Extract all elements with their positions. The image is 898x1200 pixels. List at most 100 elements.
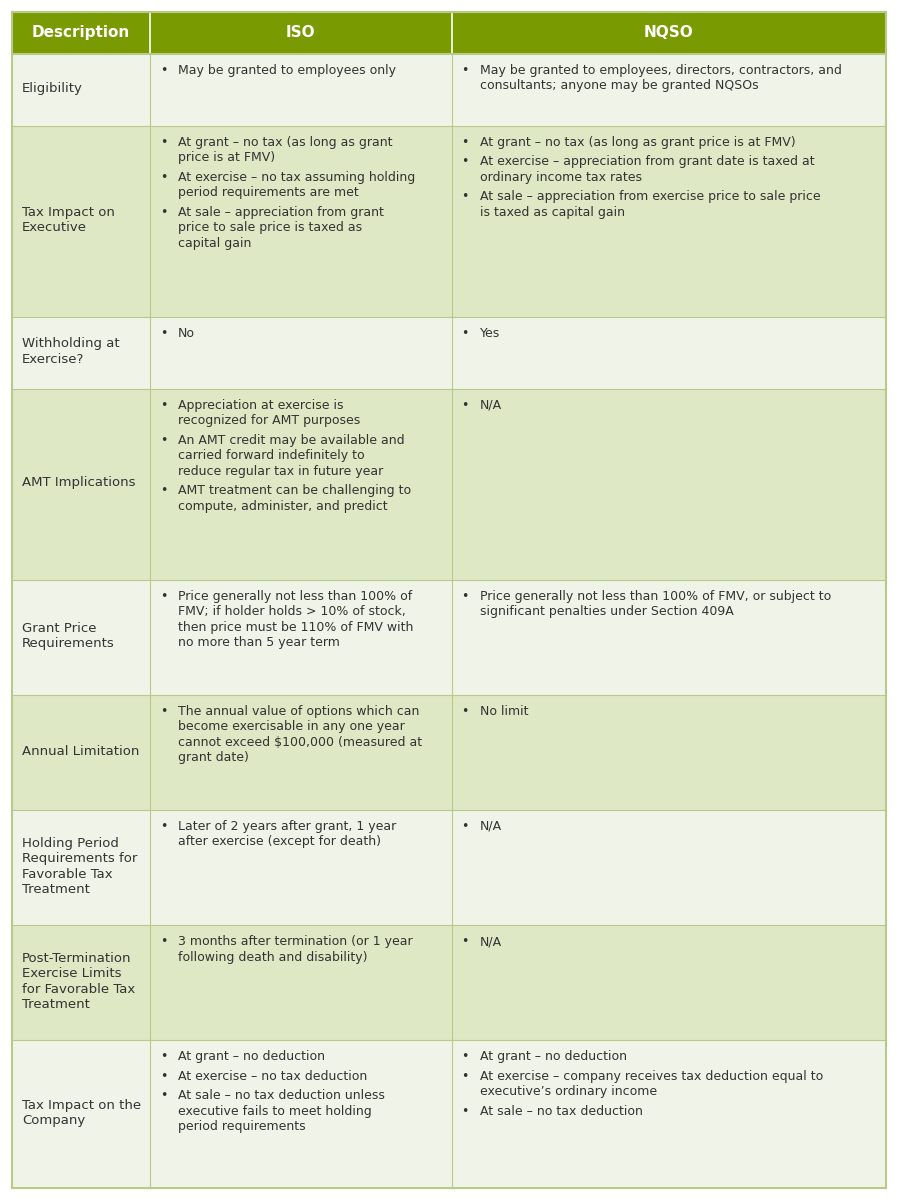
Bar xyxy=(150,925,452,1040)
Bar xyxy=(452,695,886,810)
Text: No limit: No limit xyxy=(480,704,528,718)
Text: executive’s ordinary income: executive’s ordinary income xyxy=(480,1085,656,1098)
Text: •: • xyxy=(462,820,469,833)
Text: NQSO: NQSO xyxy=(644,25,693,41)
Text: At sale – appreciation from grant: At sale – appreciation from grant xyxy=(178,205,384,218)
Text: At grant – no tax (as long as grant: At grant – no tax (as long as grant xyxy=(178,136,392,149)
Text: executive fails to meet holding: executive fails to meet holding xyxy=(178,1104,372,1117)
Text: carried forward indefinitely to: carried forward indefinitely to xyxy=(178,449,365,462)
Text: At grant – no tax (as long as grant price is at FMV): At grant – no tax (as long as grant pric… xyxy=(480,136,796,149)
Text: •: • xyxy=(160,205,167,218)
Text: •: • xyxy=(462,1050,469,1063)
Text: Withholding at: Withholding at xyxy=(22,337,119,350)
Text: •: • xyxy=(160,326,167,340)
Text: •: • xyxy=(462,64,469,77)
Text: •: • xyxy=(160,820,167,833)
Text: At exercise – company receives tax deduction equal to: At exercise – company receives tax deduc… xyxy=(480,1069,823,1082)
Text: price is at FMV): price is at FMV) xyxy=(178,151,275,164)
Text: Description: Description xyxy=(32,25,130,41)
Text: Price generally not less than 100% of: Price generally not less than 100% of xyxy=(178,590,412,602)
Text: •: • xyxy=(462,326,469,340)
Bar xyxy=(452,1040,886,1188)
Text: •: • xyxy=(462,590,469,602)
Text: Requirements for: Requirements for xyxy=(22,852,137,865)
Text: At grant – no deduction: At grant – no deduction xyxy=(178,1050,325,1063)
Text: Exercise Limits: Exercise Limits xyxy=(22,967,121,980)
Text: AMT Implications: AMT Implications xyxy=(22,476,136,490)
Text: Requirements: Requirements xyxy=(22,637,115,650)
Text: Annual Limitation: Annual Limitation xyxy=(22,745,139,757)
Bar xyxy=(12,389,150,580)
Text: At exercise – appreciation from grant date is taxed at: At exercise – appreciation from grant da… xyxy=(480,155,814,168)
Text: reduce regular tax in future year: reduce regular tax in future year xyxy=(178,464,383,478)
Bar xyxy=(452,317,886,389)
Text: At sale – no tax deduction unless: At sale – no tax deduction unless xyxy=(178,1090,385,1102)
Text: At grant – no deduction: At grant – no deduction xyxy=(480,1050,627,1063)
Text: •: • xyxy=(462,1069,469,1082)
Text: •: • xyxy=(462,155,469,168)
Bar xyxy=(12,1040,150,1188)
Text: recognized for AMT purposes: recognized for AMT purposes xyxy=(178,414,360,427)
Text: •: • xyxy=(160,1090,167,1102)
Bar xyxy=(452,389,886,580)
Text: Eligibility: Eligibility xyxy=(22,82,83,95)
Text: •: • xyxy=(462,398,469,412)
Text: ordinary income tax rates: ordinary income tax rates xyxy=(480,170,642,184)
Text: Appreciation at exercise is: Appreciation at exercise is xyxy=(178,398,344,412)
Text: •: • xyxy=(462,136,469,149)
Bar xyxy=(452,12,886,54)
Text: cannot exceed $100,000 (measured at: cannot exceed $100,000 (measured at xyxy=(178,736,422,749)
Text: •: • xyxy=(462,1104,469,1117)
Text: At exercise – no tax deduction: At exercise – no tax deduction xyxy=(178,1069,367,1082)
Text: is taxed as capital gain: is taxed as capital gain xyxy=(480,205,625,218)
Bar xyxy=(150,12,452,54)
Text: Holding Period: Holding Period xyxy=(22,836,119,850)
Text: significant penalties under Section 409A: significant penalties under Section 409A xyxy=(480,606,734,618)
Text: At exercise – no tax assuming holding: At exercise – no tax assuming holding xyxy=(178,170,416,184)
Text: Tax Impact on the: Tax Impact on the xyxy=(22,1098,141,1111)
Text: •: • xyxy=(160,1069,167,1082)
Text: The annual value of options which can: The annual value of options which can xyxy=(178,704,419,718)
Bar xyxy=(12,810,150,925)
Bar xyxy=(150,389,452,580)
Text: At sale – no tax deduction: At sale – no tax deduction xyxy=(480,1104,642,1117)
Text: become exercisable in any one year: become exercisable in any one year xyxy=(178,720,405,733)
Text: no more than 5 year term: no more than 5 year term xyxy=(178,636,340,649)
Bar xyxy=(452,925,886,1040)
Text: •: • xyxy=(160,935,167,948)
Text: ISO: ISO xyxy=(286,25,316,41)
Bar xyxy=(150,695,452,810)
Text: May be granted to employees only: May be granted to employees only xyxy=(178,64,396,77)
Text: Favorable Tax: Favorable Tax xyxy=(22,868,112,881)
Text: compute, administer, and predict: compute, administer, and predict xyxy=(178,499,388,512)
Bar xyxy=(452,54,886,126)
Text: •: • xyxy=(462,190,469,203)
Text: capital gain: capital gain xyxy=(178,236,251,250)
Bar xyxy=(150,317,452,389)
Text: •: • xyxy=(160,170,167,184)
Text: •: • xyxy=(160,433,167,446)
Text: then price must be 110% of FMV with: then price must be 110% of FMV with xyxy=(178,620,413,634)
Text: Yes: Yes xyxy=(480,326,500,340)
Text: Post-Termination: Post-Termination xyxy=(22,952,131,965)
Text: •: • xyxy=(160,484,167,497)
Text: May be granted to employees, directors, contractors, and: May be granted to employees, directors, … xyxy=(480,64,841,77)
Text: grant date): grant date) xyxy=(178,751,249,764)
Text: •: • xyxy=(160,704,167,718)
Text: after exercise (except for death): after exercise (except for death) xyxy=(178,835,381,848)
Text: Price generally not less than 100% of FMV, or subject to: Price generally not less than 100% of FM… xyxy=(480,590,831,602)
Bar xyxy=(150,54,452,126)
Bar xyxy=(452,126,886,317)
Text: At sale – appreciation from exercise price to sale price: At sale – appreciation from exercise pri… xyxy=(480,190,820,203)
Text: N/A: N/A xyxy=(480,398,502,412)
Bar xyxy=(150,580,452,695)
Text: •: • xyxy=(160,398,167,412)
Text: An AMT credit may be available and: An AMT credit may be available and xyxy=(178,433,405,446)
Text: •: • xyxy=(160,64,167,77)
Text: for Favorable Tax: for Favorable Tax xyxy=(22,983,136,996)
Bar xyxy=(12,12,150,54)
Text: N/A: N/A xyxy=(480,820,502,833)
Text: •: • xyxy=(160,590,167,602)
Text: period requirements: period requirements xyxy=(178,1120,305,1133)
Bar xyxy=(12,317,150,389)
